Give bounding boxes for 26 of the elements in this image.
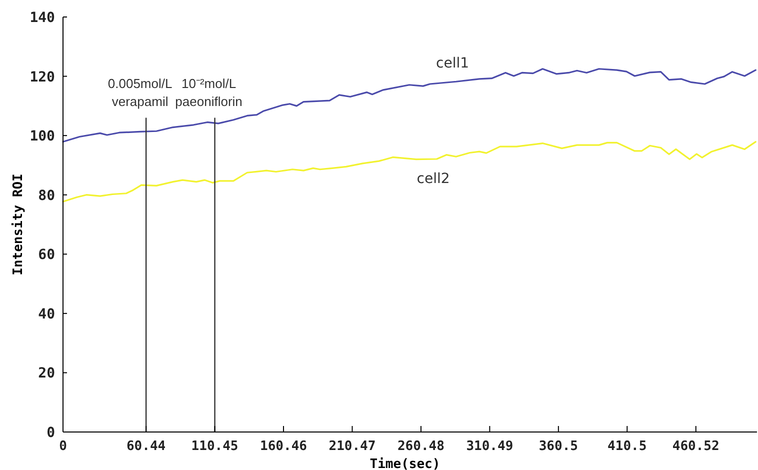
series-label: cell1 [436, 56, 470, 72]
y-tick-label: 40 [38, 306, 55, 322]
x-tick-label: 410.5 [608, 439, 647, 454]
y-tick-label: 100 [30, 128, 55, 145]
line-series [62, 68, 756, 143]
y-axis-title: Intensity ROI [11, 174, 26, 276]
y-tick-label: 20 [38, 366, 55, 382]
y-tick-label: 80 [38, 188, 55, 204]
x-tick-label: 460.52 [672, 439, 720, 454]
series-label: cell2 [416, 170, 450, 187]
line-series [62, 140, 756, 202]
x-tick-label: 210.47 [328, 439, 376, 454]
x-tick-label: 310.49 [466, 439, 514, 454]
ref-line-label: 10⁻²mol/L paeoniflorin [175, 76, 242, 109]
y-tick-label: 120 [30, 69, 55, 86]
x-tick-label: 110.45 [191, 439, 238, 454]
x-axis-title: Time(sec) [370, 457, 440, 470]
y-tick-label: 60 [38, 247, 55, 264]
x-tick-label: 60.44 [126, 439, 166, 454]
x-tick-label: 0 [59, 439, 68, 454]
x-tick-label: 260.48 [397, 439, 445, 454]
y-tick-label: 140 [30, 10, 55, 26]
y-tick-label: 0 [46, 425, 55, 441]
x-tick-label: 360.5 [538, 439, 578, 454]
x-tick-label: 160.46 [260, 439, 308, 454]
ref-line-label: 0.005mol/L verapamil [108, 76, 172, 109]
